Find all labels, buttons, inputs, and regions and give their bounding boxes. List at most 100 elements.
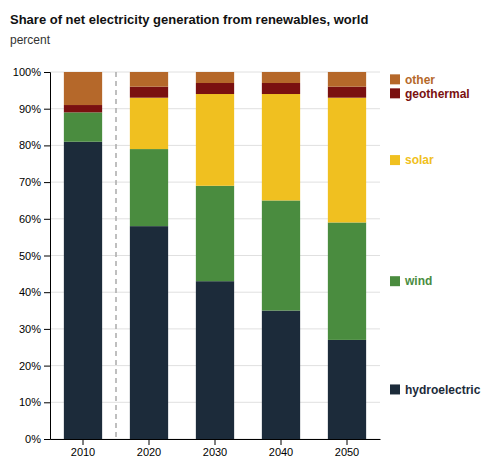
bar (64, 142, 102, 439)
tick-label: 0% (25, 433, 41, 445)
tick: 40% (19, 286, 50, 298)
bar (130, 226, 168, 439)
legend-item: solar (390, 153, 434, 167)
tick-label: 2030 (203, 446, 227, 458)
legend-item: hydroelectric (390, 383, 481, 397)
bar (64, 105, 102, 112)
bar (328, 72, 366, 87)
bar (64, 112, 102, 141)
legend-swatch (390, 384, 400, 394)
bar (196, 83, 234, 94)
tick-mark (44, 182, 50, 183)
subtitle: percent (10, 33, 51, 47)
legend-swatch (390, 276, 400, 286)
y-axis: 0% 10% 20% 30% 40% 50% 60% 70% 80% 90% 100% (13, 66, 51, 445)
tick-label: 40% (19, 286, 41, 298)
title: Share of net electricity generation from… (10, 12, 368, 27)
tick-mark (44, 256, 50, 257)
tick-mark (215, 439, 216, 445)
chart: Share of net electricity generation from… (0, 0, 500, 473)
bar (328, 98, 366, 223)
tick-mark (44, 109, 50, 110)
tick: 2010 (71, 439, 95, 458)
legend-label: solar (405, 153, 434, 167)
legend-swatch (390, 88, 400, 98)
tick-label: 30% (19, 323, 41, 335)
tick-label: 50% (19, 250, 41, 262)
tick-label: 20% (19, 360, 41, 372)
tick-label: 2050 (335, 446, 359, 458)
legend: hydroelectric wind solar geothermalother (390, 73, 481, 397)
tick-label: 2020 (137, 446, 161, 458)
bar (262, 311, 300, 439)
tick-label: 100% (13, 66, 41, 78)
tick: 0% (25, 433, 50, 445)
bar (196, 72, 234, 83)
tick-mark (281, 439, 282, 445)
bar (196, 94, 234, 186)
axis-line (44, 73, 51, 440)
tick-mark (44, 292, 50, 293)
tick-label: 80% (19, 139, 41, 151)
grid (50, 72, 380, 439)
tick-mark (44, 439, 50, 440)
legend-swatch (390, 155, 400, 165)
tick: 100% (13, 66, 50, 78)
bar (262, 200, 300, 310)
tick-label: 2010 (71, 446, 95, 458)
bar (130, 98, 168, 149)
tick: 90% (19, 103, 50, 115)
bar (262, 83, 300, 94)
tick: 70% (19, 176, 50, 188)
legend-label: hydroelectric (405, 383, 481, 397)
tick-label: 90% (19, 103, 41, 115)
bar (64, 72, 102, 105)
bar (196, 186, 234, 281)
tick-mark (44, 329, 50, 330)
tick: 10% (19, 396, 50, 408)
legend-item: wind (390, 274, 432, 288)
bar (328, 222, 366, 339)
bar (196, 281, 234, 439)
tick-mark (44, 219, 50, 220)
tick-mark (347, 439, 348, 445)
tick-label: 70% (19, 176, 41, 188)
bar (262, 94, 300, 200)
bar (130, 72, 168, 87)
tick: 2020 (137, 439, 161, 458)
legend-item: geothermal (390, 87, 470, 101)
tick: 80% (19, 139, 50, 151)
tick-label: 2040 (269, 446, 293, 458)
tick: 20% (19, 360, 50, 372)
bar (262, 72, 300, 83)
tick-mark (44, 366, 50, 367)
tick-mark (83, 439, 84, 445)
bar (130, 87, 168, 98)
series (64, 142, 366, 439)
tick: 30% (19, 323, 50, 335)
divider (115, 72, 117, 439)
legend-item: other (390, 73, 435, 87)
legend-swatch (390, 74, 400, 84)
tick-mark (149, 439, 150, 445)
tick-mark (44, 145, 50, 146)
tick: 2040 (269, 439, 293, 458)
tick: 50% (19, 250, 50, 262)
bar (130, 149, 168, 226)
bars (64, 72, 366, 439)
legend-label: other (405, 73, 435, 87)
series (64, 72, 366, 105)
legend-label: wind (404, 274, 432, 288)
tick-label: 10% (19, 396, 41, 408)
tick: 60% (19, 213, 50, 225)
x-axis: 2010 2020 2030 2040 2050 (51, 439, 381, 458)
series (130, 94, 366, 222)
series (64, 83, 366, 112)
bar (328, 340, 366, 439)
bar (328, 87, 366, 98)
plot: 0% 10% 20% 30% 40% 50% 60% 70% 80% 90% 100% 2010 202… (13, 66, 481, 458)
legend-label: geothermal (405, 87, 470, 101)
tick-mark (44, 72, 50, 73)
tick: 2050 (335, 439, 359, 458)
tick-mark (44, 402, 50, 403)
